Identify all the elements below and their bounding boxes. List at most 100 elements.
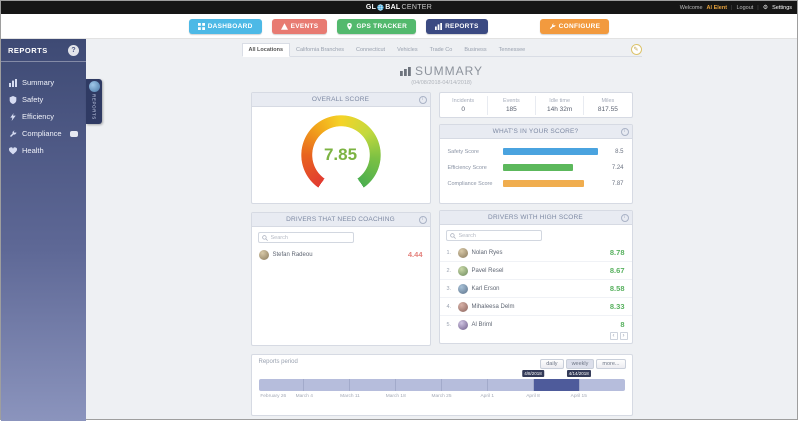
divider xyxy=(1,61,86,62)
card-header: DRIVERS THAT NEED COACHING i xyxy=(251,213,430,227)
timeline-segment[interactable] xyxy=(396,379,442,391)
logout-link[interactable]: Logout xyxy=(736,4,754,11)
driver-score: 8.67 xyxy=(609,266,625,275)
search-icon xyxy=(261,234,268,241)
timeline-segment[interactable] xyxy=(579,379,625,391)
timeline-segment-selected[interactable] xyxy=(533,379,580,391)
tab-location-2[interactable]: Connecticut xyxy=(356,47,386,53)
prev-page-button[interactable]: ‹ xyxy=(609,332,618,340)
stat-value: 817.55 xyxy=(597,105,618,113)
driver-rank: 3. xyxy=(446,285,452,292)
card-header: OVERALL SCORE i xyxy=(251,93,430,107)
card-title: OVERALL SCORE xyxy=(311,96,370,103)
tab-location-1[interactable]: California Branches xyxy=(296,47,345,53)
efficiency-score-bar xyxy=(502,164,573,171)
score-label: Compliance Score xyxy=(447,180,493,187)
nav-label: CONFIGURE xyxy=(558,22,601,30)
timeline-segment[interactable] xyxy=(350,379,397,391)
stat-label: Idle time xyxy=(549,97,571,104)
nav-label: EVENTS xyxy=(290,22,319,30)
period-title: Reports period xyxy=(258,359,298,365)
card-title: DRIVERS WITH HIGH SCORE xyxy=(488,214,583,221)
location-tabs: All Locations California Branches Connec… xyxy=(241,43,642,57)
avatar xyxy=(457,283,468,294)
nav-gps-tracker-button[interactable]: GPS TRACKER xyxy=(337,18,417,34)
timeline-label: April 1 xyxy=(480,394,495,399)
timeline-label: April 15 xyxy=(570,394,587,399)
main-content: All Locations California Branches Connec… xyxy=(86,39,797,419)
info-icon[interactable]: i xyxy=(620,127,629,136)
heart-icon xyxy=(9,146,17,154)
tab-location-3[interactable]: Vehicles xyxy=(397,47,418,53)
nav-label: REPORTS xyxy=(445,22,479,30)
info-icon[interactable]: i xyxy=(418,215,427,224)
driver-row[interactable]: 3. Karl Erson 8.58 xyxy=(439,279,632,297)
gear-icon: ⚙ xyxy=(762,4,769,11)
sidebar-item-health[interactable]: Health xyxy=(1,142,86,159)
sidebar-reports-tab[interactable]: REPORTS xyxy=(86,79,102,124)
sidebar-item-safety[interactable]: Safety xyxy=(1,91,86,108)
help-icon[interactable]: ? xyxy=(68,45,79,56)
stat-label: Miles xyxy=(601,97,615,104)
nav-dashboard-button[interactable]: DASHBOARD xyxy=(188,18,262,34)
safety-score-bar xyxy=(502,148,599,155)
shield-icon xyxy=(9,95,17,104)
info-icon[interactable]: i xyxy=(418,95,427,104)
dashboard-icon xyxy=(197,22,205,30)
avatar xyxy=(457,319,468,330)
bolt-icon xyxy=(10,112,16,121)
logo-text: CENTER xyxy=(401,4,433,11)
welcome-label: Welcome xyxy=(679,4,703,11)
info-icon[interactable]: i xyxy=(620,213,629,222)
stat-label: Events xyxy=(502,97,520,104)
nav-reports-button[interactable]: REPORTS xyxy=(426,18,488,34)
driver-name: Mihaleesa Delm xyxy=(471,303,515,310)
driver-row[interactable]: Stefan Radeou 4.44 xyxy=(252,246,430,263)
driver-row[interactable]: 2. Pavel Resel 8.67 xyxy=(439,261,632,279)
timeline-axis: February 26 March 4 March 11 March 18 Ma… xyxy=(259,393,625,401)
bar-chart-icon xyxy=(435,22,443,30)
tab-all-locations[interactable]: All Locations xyxy=(241,43,291,57)
edit-view-button[interactable]: ✎ xyxy=(630,44,642,55)
daily-button[interactable]: daily xyxy=(540,359,564,369)
timeline-segment[interactable] xyxy=(304,379,351,391)
sidebar-item-compliance[interactable]: Compliance xyxy=(1,125,86,142)
next-page-button[interactable]: › xyxy=(619,332,628,340)
sidebar-item-efficiency[interactable]: Efficiency xyxy=(1,108,86,125)
compliance-badge xyxy=(69,130,78,137)
sidebar-title: REPORTS xyxy=(8,46,48,55)
stat-miles: Miles 817.55 xyxy=(584,96,631,115)
pagination: ‹ › xyxy=(609,332,628,340)
tab-location-6[interactable]: Tennessee xyxy=(498,47,526,53)
compliance-score-row: Compliance Score 7.87 xyxy=(448,180,624,187)
driver-row[interactable]: 4. Mihaleesa Delm 8.33 xyxy=(439,297,632,315)
nav-configure-button[interactable]: CONFIGURE xyxy=(539,18,610,34)
sidebar-item-summary[interactable]: Summary xyxy=(1,74,86,91)
timeline-segment[interactable] xyxy=(442,379,488,391)
period-timeline xyxy=(258,379,625,391)
highscore-search-box xyxy=(445,230,542,241)
driver-row[interactable]: 1. Nolan Ryes 8.78 xyxy=(440,244,632,261)
driver-row[interactable]: 5. Al Briml 8 xyxy=(439,315,632,333)
page-title: SUMMARY xyxy=(86,64,797,78)
nav-label: DASHBOARD xyxy=(207,22,253,30)
user-name: Al Elent xyxy=(706,4,728,11)
avatar xyxy=(88,81,100,92)
timeline-segment[interactable] xyxy=(487,379,534,391)
sidebar-item-label: Compliance xyxy=(22,129,62,138)
tab-location-4[interactable]: Trade Co xyxy=(429,47,453,53)
card-title: DRIVERS THAT NEED COACHING xyxy=(286,216,395,223)
settings-link[interactable]: Settings xyxy=(772,4,792,11)
more-button[interactable]: more... xyxy=(596,359,626,369)
avatar xyxy=(457,265,468,276)
driver-rank: 1. xyxy=(446,249,452,256)
nav-events-button[interactable]: EVENTS xyxy=(271,18,328,34)
timeline-segment[interactable] xyxy=(258,379,305,391)
score-breakdown-card: WHAT'S IN YOUR SCORE? i Safety Score 8.5… xyxy=(438,124,633,204)
highscore-search-input[interactable] xyxy=(458,232,538,239)
coaching-search-input[interactable] xyxy=(270,234,350,241)
weekly-button[interactable]: weekly xyxy=(565,359,595,369)
sidebar-item-label: Health xyxy=(22,146,44,155)
top-bar: GL BAL CENTER Welcome Al Elent | Logout … xyxy=(1,1,797,14)
tab-location-5[interactable]: Business xyxy=(464,47,487,53)
